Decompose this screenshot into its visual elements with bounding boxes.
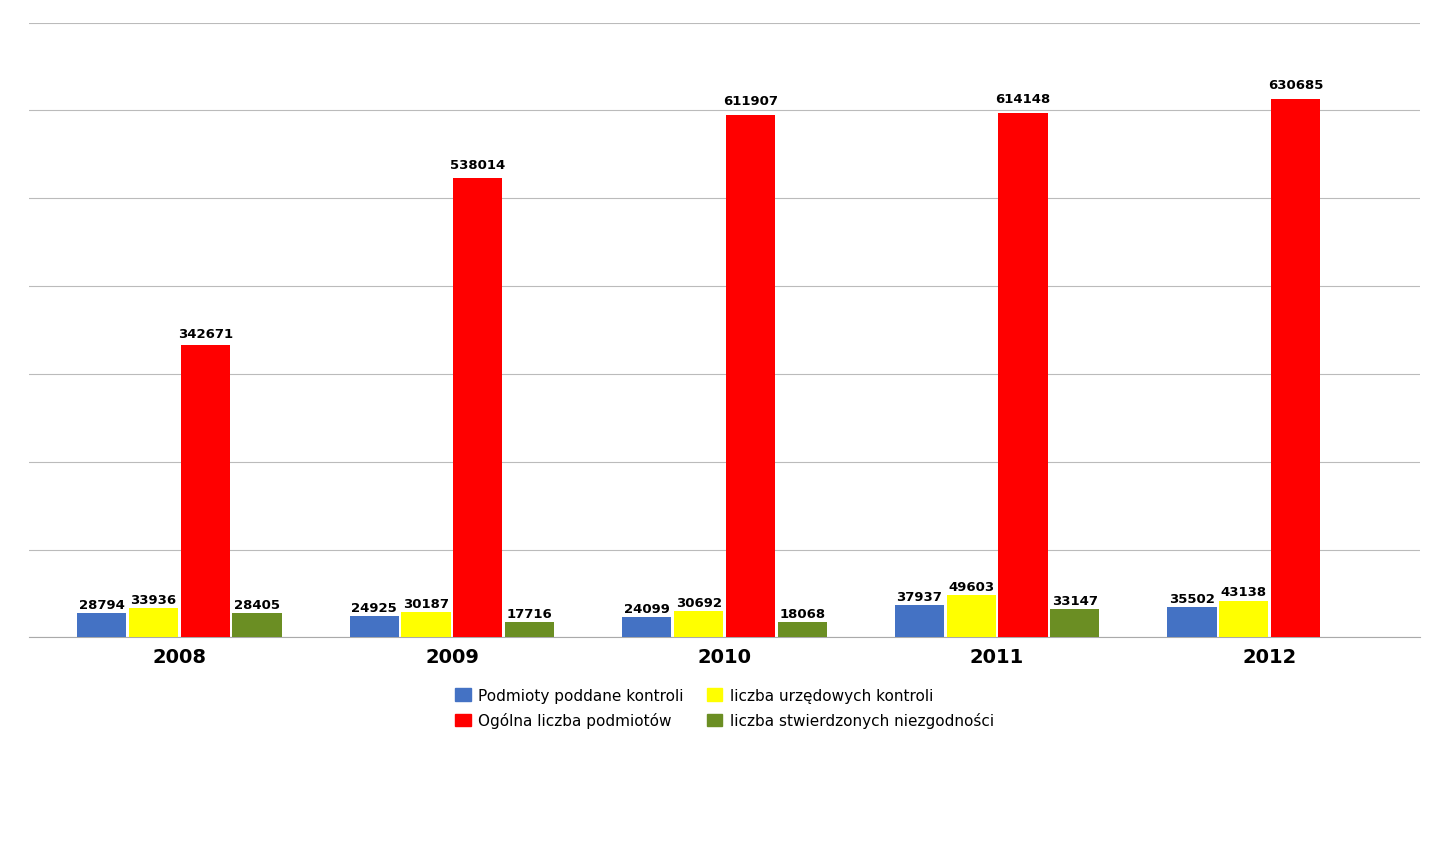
Bar xyxy=(622,617,671,638)
Text: 33936: 33936 xyxy=(130,593,177,607)
Bar xyxy=(232,613,281,638)
Text: 37937: 37937 xyxy=(897,590,942,604)
Bar xyxy=(998,114,1048,638)
Text: 538014: 538014 xyxy=(451,158,506,171)
Text: 24925: 24925 xyxy=(352,602,397,615)
Bar xyxy=(674,611,723,638)
Legend: Podmioty poddane kontroli, Ogólna liczba podmiotów, liczba urzędowych kontroli, : Podmioty poddane kontroli, Ogólna liczba… xyxy=(449,682,1000,734)
Bar xyxy=(778,623,827,638)
Bar xyxy=(77,613,126,638)
Bar xyxy=(454,179,503,638)
Text: 17716: 17716 xyxy=(507,608,552,621)
Text: 43138: 43138 xyxy=(1220,585,1266,598)
Text: 33147: 33147 xyxy=(1052,594,1098,607)
Bar xyxy=(1051,610,1100,638)
Bar xyxy=(1219,601,1268,638)
Text: 35502: 35502 xyxy=(1169,592,1214,605)
Bar xyxy=(946,595,995,638)
Bar xyxy=(181,345,230,638)
Bar xyxy=(349,616,398,638)
Bar xyxy=(401,612,451,638)
Text: 18068: 18068 xyxy=(780,607,826,620)
Bar xyxy=(1271,100,1320,638)
Text: 342671: 342671 xyxy=(178,327,233,340)
Text: 28794: 28794 xyxy=(78,598,125,611)
Bar xyxy=(129,609,178,638)
Text: 30187: 30187 xyxy=(403,597,449,610)
Text: 614148: 614148 xyxy=(995,93,1051,106)
Bar xyxy=(506,623,554,638)
Text: 24099: 24099 xyxy=(625,602,669,615)
Text: 30692: 30692 xyxy=(675,597,722,610)
Text: 630685: 630685 xyxy=(1268,78,1323,91)
Bar xyxy=(726,115,775,638)
Bar xyxy=(1168,607,1217,638)
Text: 611907: 611907 xyxy=(723,95,778,108)
Bar xyxy=(895,605,943,638)
Text: 49603: 49603 xyxy=(948,580,994,593)
Text: 28405: 28405 xyxy=(235,598,280,611)
